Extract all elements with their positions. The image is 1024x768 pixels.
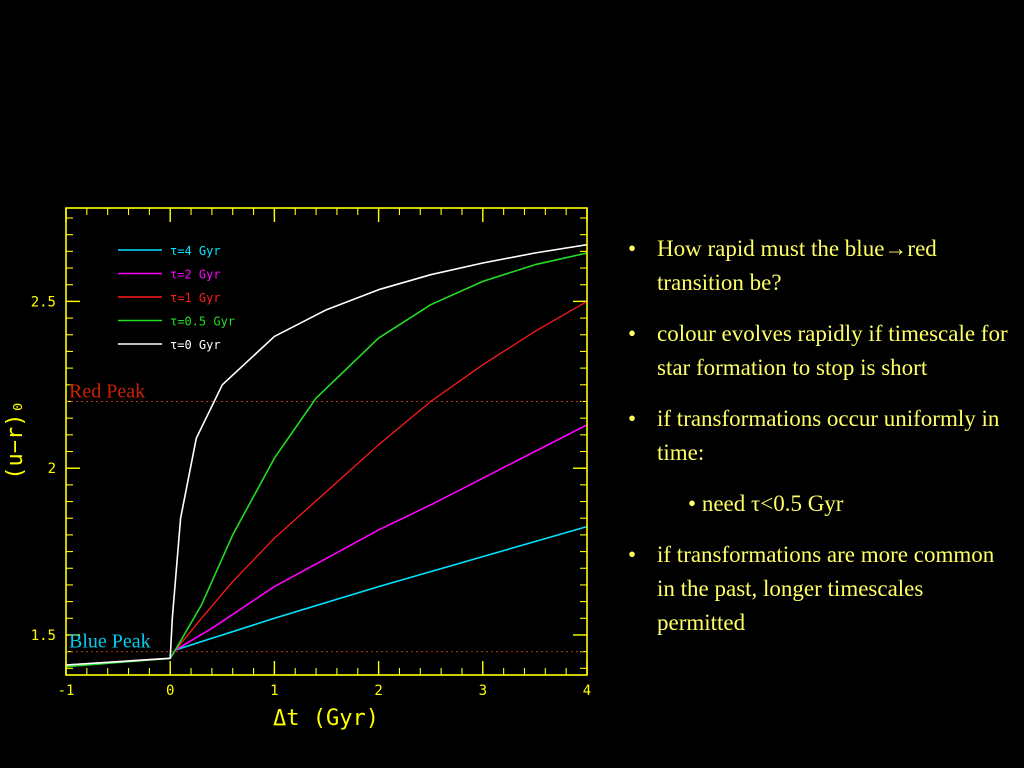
y-tick-label: 2.5	[31, 294, 56, 310]
bullet-item: • How rapid must the blue→red transition …	[628, 232, 1013, 300]
bullet-dot: •	[628, 236, 637, 261]
bullet-dot: •	[628, 321, 637, 346]
bullet-dot: •	[688, 491, 702, 516]
y-axis-label: (u−r)₀	[3, 400, 28, 479]
bullet-text: How rapid must the blue→red transition b…	[657, 236, 937, 295]
reference-label: Blue Peak	[69, 631, 151, 653]
plot-frame	[65, 207, 588, 676]
legend-label: τ=4 Gyr	[170, 244, 221, 258]
x-tick-label: 2	[374, 683, 382, 699]
x-tick-label: 4	[583, 683, 591, 699]
series-line	[66, 424, 587, 666]
y-tick-label: 1.5	[31, 628, 56, 644]
bullet-item: • if transformations occur uniformly in t…	[628, 402, 1013, 470]
series-line	[66, 243, 587, 666]
x-axis-label: Δt (Gyr)	[273, 706, 379, 731]
x-tick-label: 1	[270, 683, 278, 699]
bullet-dot: •	[628, 542, 637, 567]
bullet-item: • if transformations are more common in t…	[628, 538, 1013, 640]
bullet-text: need τ<0.5 Gyr	[701, 491, 844, 516]
y-tick-label: 2	[48, 461, 56, 477]
legend-label: τ=1 Gyr	[170, 291, 221, 305]
bullet-text: if transformations occur uniformly in ti…	[657, 406, 1000, 465]
bullet-item: • colour evolves rapidly if timescale for…	[628, 317, 1013, 385]
x-tick-label: 3	[479, 683, 487, 699]
legend-label: τ=0 Gyr	[170, 338, 221, 352]
sub-bullet-item: • need τ<0.5 Gyr	[628, 487, 1013, 521]
x-tick-label: 0	[166, 683, 174, 699]
x-tick-label: -1	[58, 683, 75, 699]
bullet-text: colour evolves rapidly if timescale for …	[657, 321, 1008, 380]
bullet-list: • How rapid must the blue→red transition …	[628, 232, 1013, 657]
color-evolution-chart: -1 0 1 2 3 4 1.5 2 2.5 τ=4 Gyr τ=2 Gyr τ=1 Gyr τ=0.…	[3, 207, 591, 731]
series-line	[66, 252, 587, 668]
bullet-dot: •	[628, 406, 637, 431]
bullet-text: if transformations are more common in th…	[657, 542, 995, 635]
legend-label: τ=0.5 Gyr	[170, 315, 235, 329]
legend-label: τ=2 Gyr	[170, 268, 221, 282]
reference-label: Red Peak	[69, 380, 145, 402]
series-line	[66, 300, 587, 666]
